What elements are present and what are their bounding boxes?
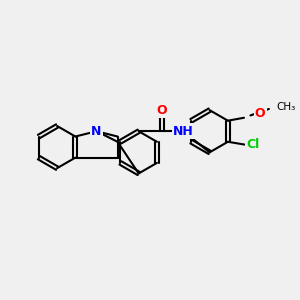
Text: Cl: Cl [246, 138, 260, 151]
Text: O: O [255, 107, 266, 120]
Text: NH: NH [173, 125, 194, 138]
Text: CH₃: CH₃ [276, 103, 296, 112]
Text: N: N [91, 125, 102, 138]
Text: O: O [157, 104, 167, 117]
